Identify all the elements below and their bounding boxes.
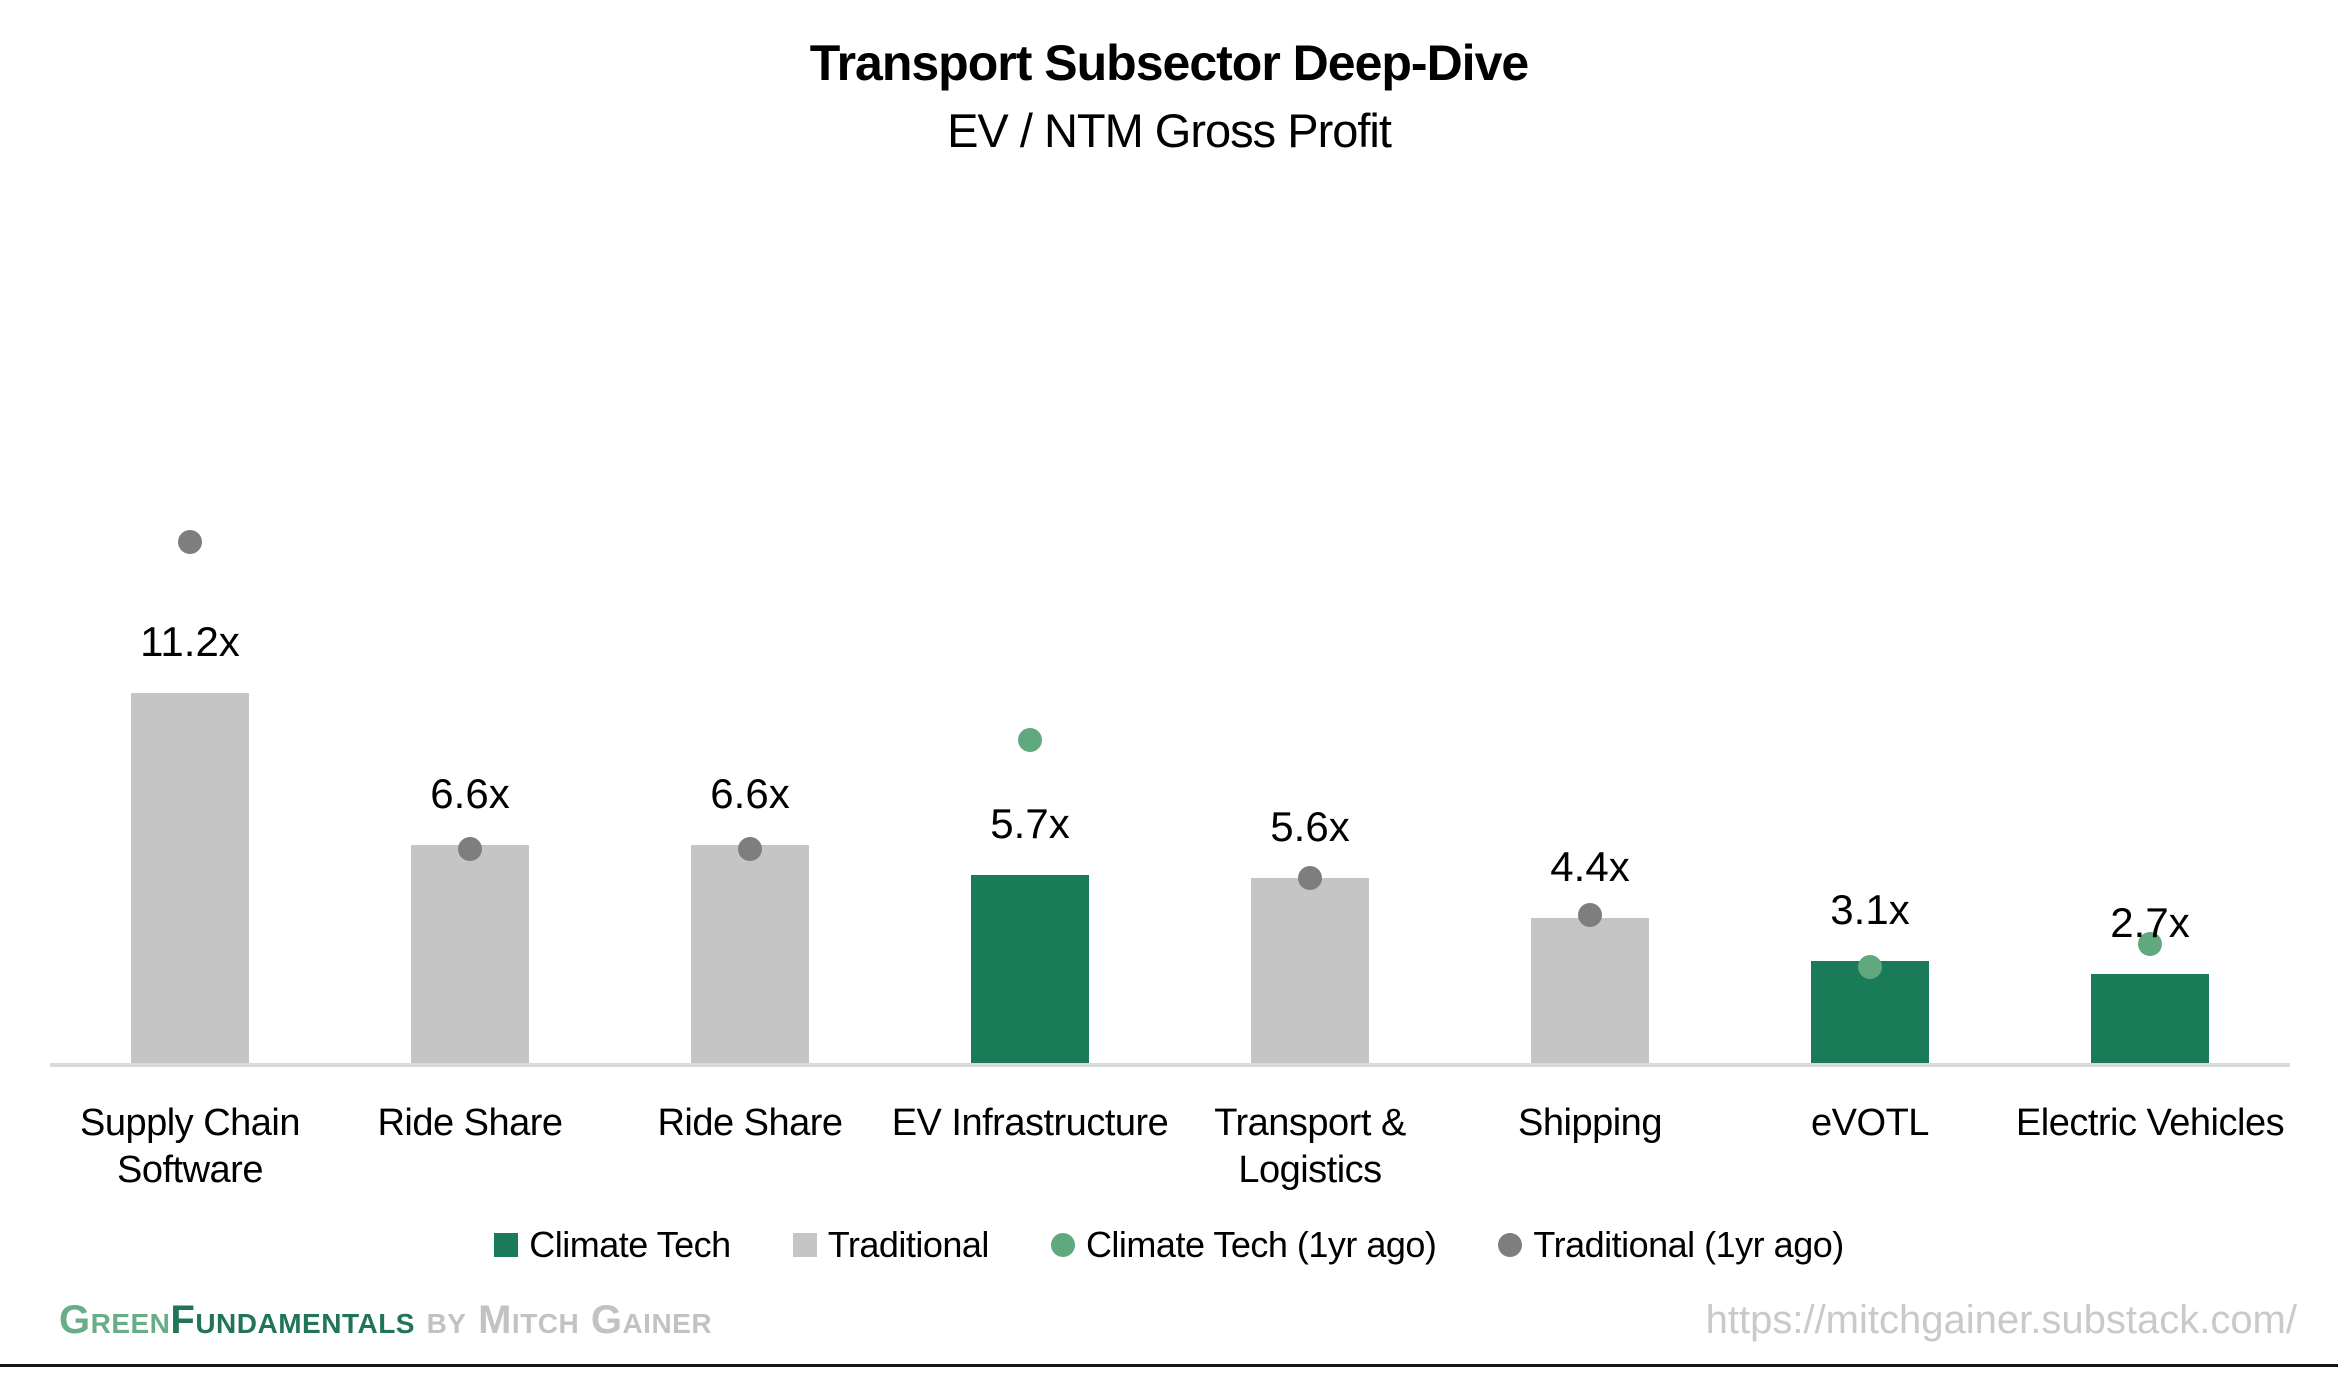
- bar-slot: 4.4x: [1450, 0, 1730, 1063]
- bar: [1531, 917, 1649, 1063]
- bar-slot: 3.1x: [1730, 0, 2010, 1063]
- footer: GreenFundamentals by Mitch Gainer https:…: [0, 1294, 2338, 1346]
- category-label: Shipping: [1518, 1102, 1662, 1144]
- category-axis-labels: Supply Chain Software Ride Share Ride Share…: [50, 1100, 2290, 1194]
- bar: [1251, 878, 1369, 1063]
- bar-slot: 5.7x: [890, 0, 1170, 1063]
- yoy-dot: [1298, 866, 1322, 891]
- bar-value-label: 11.2x: [140, 618, 240, 666]
- bar: [691, 845, 809, 1063]
- bar-value-label: 5.6x: [1270, 803, 1350, 851]
- bar-slot: 6.6x: [330, 0, 610, 1063]
- bar-value-label: 5.7x: [990, 799, 1070, 847]
- bar-value-label: 3.1x: [1830, 885, 1910, 933]
- legend-label: Traditional (1yr ago): [1533, 1224, 1844, 1265]
- bar: [131, 693, 249, 1063]
- yoy-dot: [458, 836, 482, 861]
- yoy-dot: [1578, 902, 1602, 927]
- legend-item: Climate Tech: [494, 1224, 731, 1266]
- legend-item: Climate Tech (1yr ago): [1050, 1224, 1437, 1266]
- brand-green-text: Green: [59, 1298, 171, 1342]
- legend-item: Traditional: [792, 1224, 990, 1266]
- legend-circle-icon: [1050, 1233, 1075, 1257]
- yoy-dot: [2138, 932, 2162, 957]
- legend-circle-icon: [1498, 1233, 1523, 1257]
- yoy-dot: [178, 529, 202, 554]
- legend-square-icon: [792, 1233, 817, 1257]
- bottom-rule: [0, 1364, 2338, 1367]
- site-url: https://mitchgainer.substack.com/: [1705, 1298, 2297, 1342]
- bar: [971, 874, 1089, 1063]
- x-axis-line: [50, 1063, 2290, 1067]
- legend-label: Traditional: [827, 1224, 990, 1265]
- yoy-dot: [1858, 955, 1882, 980]
- yoy-dot: [738, 836, 762, 861]
- legend-label: Climate Tech (1yr ago): [1085, 1224, 1437, 1265]
- chart-title: Transport Subsector Deep-Dive: [809, 35, 1529, 91]
- bar-slot: 11.2x: [50, 0, 330, 1063]
- bar: [2091, 973, 2209, 1063]
- bar: [411, 845, 529, 1063]
- bar-slot: 6.6x: [610, 0, 890, 1063]
- brand-signature: GreenFundamentals by Mitch Gainer: [59, 1294, 712, 1346]
- legend-item: Traditional (1yr ago): [1498, 1224, 1844, 1266]
- category-label: eVOTL: [1811, 1102, 1929, 1144]
- category-label: Ride Share: [657, 1102, 843, 1144]
- category-label: Transport & Logistics: [1214, 1102, 1406, 1191]
- bar-slot: 2.7x: [2010, 0, 2290, 1063]
- brand-fundamentals-text: Fundamentals: [170, 1298, 415, 1342]
- plot-area: 11.2x 6.6x 6.6x 5.7x 5.6x 4.4x 3.1x 2.7x: [50, 0, 2290, 1063]
- bar-value-label: 6.6x: [430, 770, 510, 818]
- category-label: EV Infrastructure: [891, 1102, 1169, 1144]
- bar-slot: 5.6x: [1170, 0, 1450, 1063]
- bar-value-label: 6.6x: [710, 770, 790, 818]
- category-label: Ride Share: [377, 1102, 563, 1144]
- yoy-dot: [1018, 727, 1042, 752]
- legend-square-icon: [494, 1233, 519, 1257]
- category-label: Supply Chain Software: [79, 1102, 301, 1191]
- legend-label: Climate Tech: [529, 1224, 731, 1265]
- chart-legend: Climate Tech Traditional Climate Tech (1yr…: [0, 1224, 2338, 1266]
- chart-subtitle: EV / NTM Gross Profit: [947, 104, 1392, 157]
- category-label: Electric Vehicles: [2015, 1102, 2285, 1144]
- bar-value-label: 2.7x: [2110, 898, 2190, 946]
- brand-author-text: by Mitch Gainer: [414, 1298, 713, 1342]
- bar-value-label: 4.4x: [1550, 842, 1630, 890]
